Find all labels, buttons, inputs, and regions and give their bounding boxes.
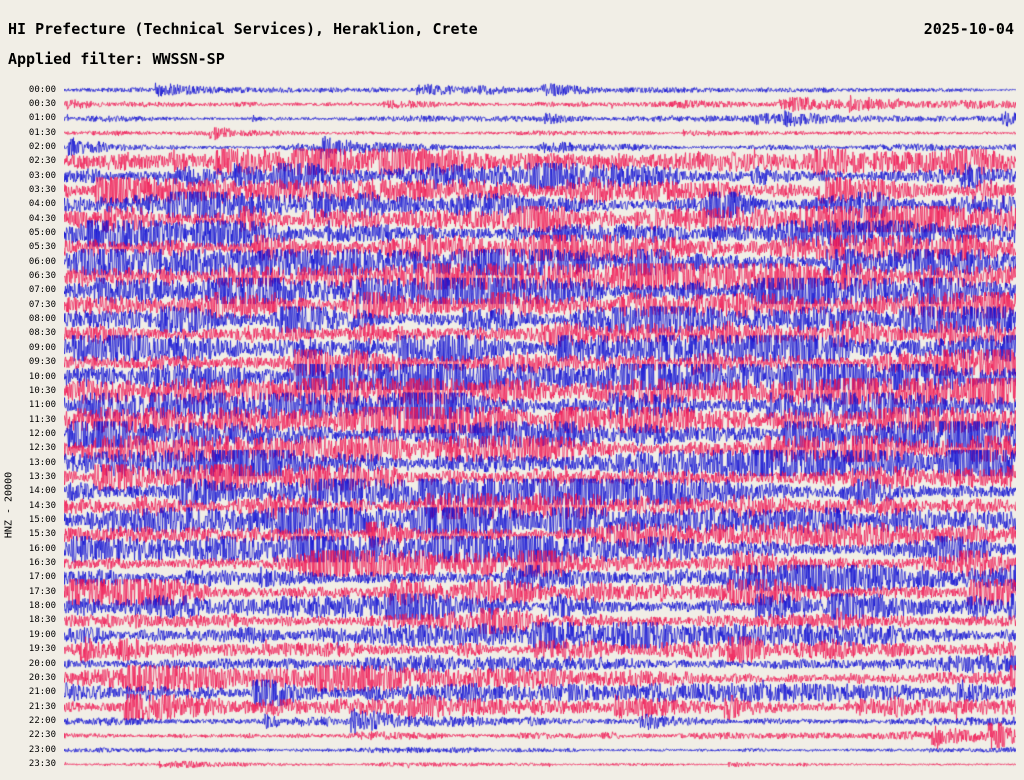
time-label: 22:00 [28, 715, 56, 726]
time-label: 11:00 [28, 400, 56, 411]
station-title: HI Prefecture (Technical Services), Hera… [8, 20, 478, 38]
time-label: 09:00 [28, 342, 56, 353]
time-label: 16:00 [28, 543, 56, 554]
time-label: 13:30 [28, 471, 56, 482]
time-label: 13:00 [28, 457, 56, 468]
time-label: 23:00 [28, 744, 56, 755]
time-label: 02:30 [28, 156, 56, 167]
time-label: 20:00 [28, 658, 56, 669]
time-label: 05:00 [28, 228, 56, 238]
time-label: 18:30 [28, 615, 56, 626]
time-label: 01:00 [28, 113, 56, 124]
time-label: 19:00 [28, 629, 56, 640]
time-label: 10:00 [28, 371, 56, 382]
time-label: 19:30 [28, 644, 56, 655]
date-label: 2025-10-04 [923, 20, 1014, 38]
header: HI Prefecture (Technical Services), Hera… [8, 20, 1014, 38]
time-label: 12:00 [28, 428, 56, 439]
time-label: 07:30 [28, 299, 56, 310]
time-label: 23:30 [28, 758, 56, 769]
time-label: 08:30 [28, 328, 56, 339]
time-label: 22:30 [28, 730, 56, 741]
filter-label: Applied filter: WWSSN-SP [8, 50, 225, 68]
time-label: 10:30 [28, 385, 56, 396]
time-label: 03:00 [28, 170, 56, 181]
time-label: 00:30 [28, 98, 56, 109]
time-label: 05:30 [28, 242, 56, 253]
time-label: 14:00 [28, 486, 56, 497]
time-label: 04:30 [28, 213, 56, 224]
time-label: 11:30 [28, 414, 56, 425]
time-labels-column: 00:00 00:30 01:00 01:30 02:00 02:30 03:00 03:30… [0, 80, 60, 780]
time-label: 01:30 [28, 127, 56, 138]
time-label: 02:00 [28, 141, 56, 152]
time-label: 08:00 [28, 314, 56, 325]
time-label: 06:30 [28, 271, 56, 282]
time-label: 04:00 [28, 199, 56, 210]
time-label: 20:30 [28, 672, 56, 683]
time-label: 09:30 [28, 357, 56, 368]
time-label: 06:00 [28, 256, 56, 267]
time-label: 14:30 [28, 500, 56, 511]
time-label: 18:00 [28, 601, 56, 612]
time-label: 21:00 [28, 687, 56, 698]
time-label: 03:30 [28, 184, 56, 195]
time-label: 07:00 [28, 285, 56, 296]
seismogram-canvas [64, 80, 1016, 776]
time-label: 17:00 [28, 572, 56, 583]
time-label: 15:00 [28, 515, 56, 525]
time-label: 16:30 [28, 558, 56, 569]
time-label: 21:30 [28, 701, 56, 712]
time-label: 12:30 [28, 443, 56, 454]
time-label: 15:30 [28, 529, 56, 540]
plot-area: HNZ - 20000 00:00 00:30 01:00 01:30 02:00 02:… [0, 80, 1024, 780]
time-label: 00:00 [28, 84, 56, 95]
time-label: 17:30 [28, 586, 56, 597]
